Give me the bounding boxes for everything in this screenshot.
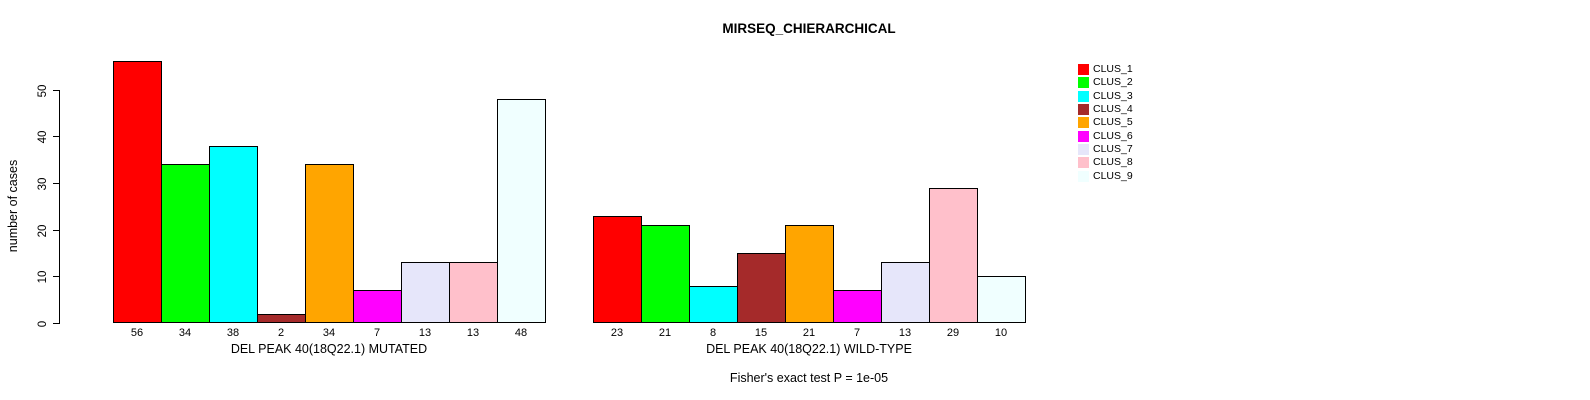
bar-value-label: 2 (277, 327, 285, 339)
legend-label: CLUS_5 (1093, 116, 1133, 129)
bar-value-label: 10 (994, 327, 1008, 339)
legend-swatch (1078, 157, 1089, 169)
y-tick-label: 30 (37, 177, 49, 190)
bar-value-label: 13 (466, 327, 480, 339)
legend-label: CLUS_3 (1093, 89, 1133, 102)
legend: CLUS_1 CLUS_2 CLUS_3 CLUS_4 CLUS_5 CLUS_6 CLUS… (1078, 63, 1133, 183)
bar-clus_9-group2 (977, 276, 1026, 323)
bar-clus_4-group2 (737, 253, 786, 323)
bar-value-label: 7 (373, 327, 381, 339)
bar-clus_1-group1 (113, 61, 162, 323)
legend-swatch (1078, 117, 1089, 129)
bar-clus_5-group2 (785, 225, 834, 323)
bar-value-label: 38 (226, 327, 240, 339)
fisher-test-annotation: Fisher's exact test P = 1e-05 (729, 371, 889, 385)
bar-clus_9-group1 (497, 99, 546, 323)
legend-swatch (1078, 130, 1089, 142)
legend-item: CLUS_3 (1078, 90, 1133, 103)
y-axis-tick (53, 276, 59, 277)
bar-value-label: 21 (802, 327, 816, 339)
bar-value-label: 7 (853, 327, 861, 339)
bar-clus_8-group1 (449, 262, 498, 323)
x-axis-group-label: DEL PEAK 40(18Q22.1) MUTATED (230, 342, 428, 356)
legend-label: CLUS_6 (1093, 129, 1133, 142)
legend-swatch (1078, 104, 1089, 116)
bar-value-label: 13 (418, 327, 432, 339)
legend-item: CLUS_8 (1078, 156, 1133, 169)
bar-value-label: 21 (658, 327, 672, 339)
bar-clus_3-group2 (689, 286, 738, 323)
bar-clus_6-group2 (833, 290, 882, 323)
bar-clus_4-group1 (257, 314, 306, 323)
bar-value-label: 34 (322, 327, 336, 339)
legend-label: CLUS_2 (1093, 76, 1133, 89)
legend-swatch (1078, 90, 1089, 102)
legend-item: CLUS_6 (1078, 129, 1133, 142)
bar-value-label: 23 (610, 327, 624, 339)
legend-label: CLUS_4 (1093, 103, 1133, 116)
bar-value-label: 15 (754, 327, 768, 339)
bar-value-label: 56 (130, 327, 144, 339)
y-axis-tick (53, 136, 59, 137)
legend-label: CLUS_7 (1093, 142, 1133, 155)
bar-clus_1-group2 (593, 216, 642, 323)
chart-title: MIRSEQ_CHIERARCHICAL (722, 21, 896, 36)
y-tick-label: 40 (37, 130, 49, 143)
bar-clus_6-group1 (353, 290, 402, 323)
bar-value-label: 8 (709, 327, 717, 339)
legend-label: CLUS_8 (1093, 156, 1133, 169)
bar-clus_2-group2 (641, 225, 690, 323)
legend-item: CLUS_2 (1078, 76, 1133, 89)
y-axis-tick (53, 323, 59, 324)
y-axis-label: number of cases (6, 159, 20, 253)
y-tick-label: 10 (37, 270, 49, 283)
y-axis-line (59, 89, 60, 324)
bar-value-label: 13 (898, 327, 912, 339)
bar-clus_8-group2 (929, 188, 978, 323)
bar-clus_7-group2 (881, 262, 930, 323)
legend-item: CLUS_5 (1078, 116, 1133, 129)
legend-swatch (1078, 64, 1089, 76)
y-tick-label: 20 (37, 224, 49, 237)
bar-clus_7-group1 (401, 262, 450, 323)
bar-clus_5-group1 (305, 164, 354, 323)
legend-swatch (1078, 170, 1089, 182)
bar-clus_2-group1 (161, 164, 210, 323)
y-axis-tick (53, 230, 59, 231)
legend-swatch (1078, 77, 1089, 89)
y-axis-tick (53, 183, 59, 184)
legend-label: CLUS_1 (1093, 63, 1133, 76)
y-tick-label: 0 (37, 320, 49, 327)
bar-value-label: 34 (178, 327, 192, 339)
x-axis-group-label: DEL PEAK 40(18Q22.1) WILD-TYPE (706, 342, 912, 356)
legend-label: CLUS_9 (1093, 169, 1133, 182)
bar-value-label: 48 (514, 327, 528, 339)
legend-item: CLUS_7 (1078, 143, 1133, 156)
legend-item: CLUS_1 (1078, 63, 1133, 76)
legend-item: CLUS_4 (1078, 103, 1133, 116)
legend-swatch (1078, 143, 1089, 155)
y-tick-label: 50 (37, 84, 49, 97)
bar-clus_3-group1 (209, 146, 258, 323)
legend-item: CLUS_9 (1078, 169, 1133, 182)
bar-value-label: 29 (946, 327, 960, 339)
y-axis-tick (53, 90, 59, 91)
